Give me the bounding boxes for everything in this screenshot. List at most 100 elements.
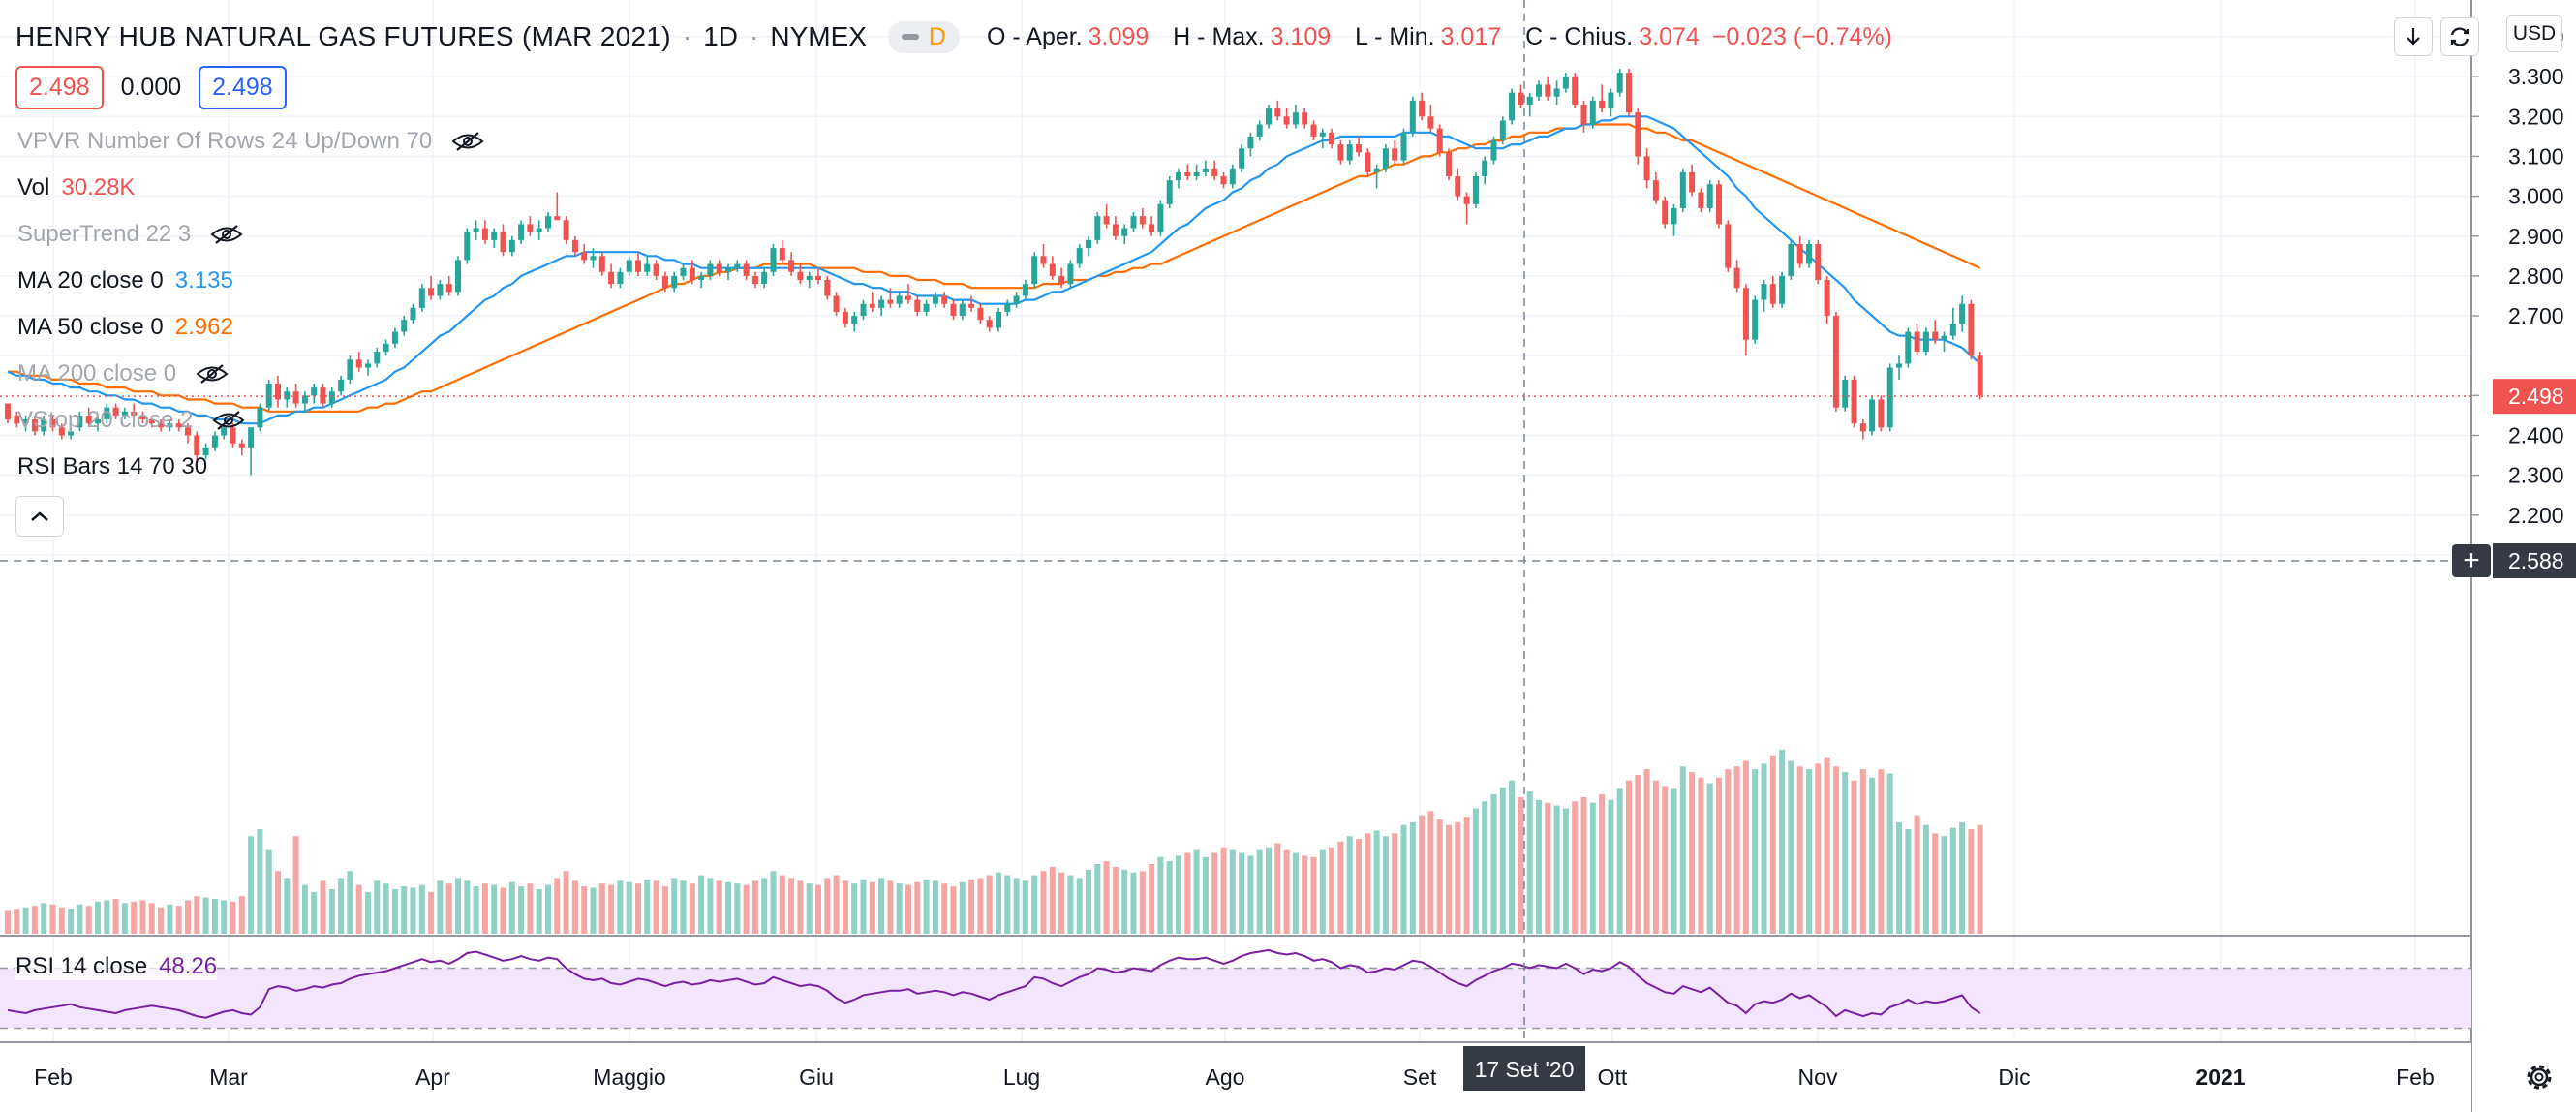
candle-body bbox=[121, 411, 128, 416]
volume-bar bbox=[806, 883, 813, 934]
time-tick-label: Ago bbox=[1206, 1065, 1245, 1090]
indicator-row[interactable]: VPVR Number Of Rows 24 Up/Down 70 bbox=[17, 128, 484, 155]
candle-body bbox=[1526, 96, 1533, 105]
candle-body bbox=[923, 303, 930, 312]
candle bbox=[923, 299, 930, 317]
volume-bar bbox=[563, 871, 569, 934]
volume-bar bbox=[851, 883, 858, 934]
candle-body bbox=[996, 311, 1001, 328]
candle-body bbox=[1851, 379, 1857, 424]
candle-body bbox=[1049, 263, 1056, 276]
candle bbox=[1049, 256, 1056, 281]
candle bbox=[1176, 168, 1181, 189]
source-pill[interactable]: D bbox=[887, 20, 960, 53]
volume-bar bbox=[923, 879, 930, 934]
candle-body bbox=[41, 419, 47, 432]
candle bbox=[1455, 168, 1461, 201]
volume-bar bbox=[1346, 836, 1353, 934]
candle-body bbox=[1076, 248, 1083, 264]
candle bbox=[968, 295, 975, 312]
volume-bar bbox=[608, 884, 615, 934]
eye-crossed-icon[interactable] bbox=[451, 131, 484, 152]
candle bbox=[1932, 320, 1939, 344]
candle-body bbox=[1742, 288, 1749, 340]
price-tick-label: 3.200 bbox=[2508, 104, 2564, 129]
candle bbox=[374, 347, 381, 368]
price-tick-label: 2.700 bbox=[2508, 303, 2564, 328]
eye-crossed-icon[interactable] bbox=[212, 410, 245, 431]
candle-body bbox=[860, 303, 867, 317]
candle bbox=[1662, 196, 1669, 229]
volume-bar bbox=[1922, 824, 1929, 934]
candle bbox=[1130, 212, 1137, 232]
candle bbox=[167, 419, 173, 432]
candle-body bbox=[1562, 77, 1569, 89]
candle-body bbox=[1806, 243, 1812, 264]
time-tick-label: 2021 bbox=[2195, 1065, 2245, 1090]
candle-body bbox=[194, 435, 200, 456]
candle-body bbox=[1419, 100, 1426, 117]
candle-body bbox=[1373, 168, 1380, 172]
candle bbox=[1842, 375, 1849, 412]
sell-price-box[interactable]: 2.498 bbox=[15, 66, 104, 109]
candle bbox=[1698, 188, 1704, 213]
interval-label[interactable]: 1D bbox=[703, 21, 739, 51]
eye-crossed-icon[interactable] bbox=[196, 363, 229, 385]
plus-icon[interactable]: + bbox=[2452, 544, 2491, 577]
volume-bar bbox=[1446, 824, 1452, 934]
volume-bar bbox=[590, 887, 597, 934]
indicator-row[interactable]: MA 200 close 0 bbox=[17, 360, 229, 387]
volume-bar bbox=[320, 880, 326, 934]
candle bbox=[1499, 116, 1506, 145]
indicator-row[interactable]: MA 50 close 0 2.962 bbox=[17, 314, 233, 341]
eye-crossed-icon[interactable] bbox=[210, 224, 243, 245]
volume-bar bbox=[1031, 875, 1038, 934]
volume-bar bbox=[284, 878, 291, 934]
crosshair-price-tag bbox=[2493, 543, 2576, 578]
gear-icon[interactable] bbox=[2520, 1058, 2559, 1097]
symbol-title[interactable]: HENRY HUB NATURAL GAS FUTURES (MAR 2021) bbox=[15, 21, 671, 51]
volume-bar bbox=[1733, 766, 1740, 934]
candle-body bbox=[635, 260, 641, 272]
indicator-label: MA 20 close 0 bbox=[17, 267, 164, 293]
candle bbox=[734, 260, 741, 272]
indicator-row[interactable]: SuperTrend 22 3 bbox=[17, 221, 243, 248]
volume-bar bbox=[292, 836, 299, 934]
buy-price-box[interactable]: 2.498 bbox=[199, 66, 287, 109]
scroll-to-latest-button[interactable] bbox=[2394, 17, 2433, 56]
candle bbox=[1671, 203, 1677, 236]
indicator-row[interactable]: MA 20 close 0 3.135 bbox=[17, 267, 233, 294]
candle-body bbox=[292, 391, 299, 404]
currency-button[interactable]: USD bbox=[2506, 15, 2562, 52]
indicator-label: VStop 20 close 2 bbox=[17, 407, 194, 433]
indicator-row[interactable]: Vol 30.28K bbox=[17, 174, 135, 201]
reset-chart-button[interactable] bbox=[2440, 17, 2479, 56]
candle-body bbox=[1662, 200, 1669, 225]
time-scale[interactable]: Feb Mar Apr Maggio Giu Lug Ago Set Ott Nov Dic 2021… bbox=[0, 1043, 2471, 1112]
volume-bar bbox=[1220, 847, 1227, 934]
volume-bar bbox=[950, 886, 957, 934]
candles[interactable] bbox=[0, 68, 2471, 476]
candle-body bbox=[1229, 168, 1236, 185]
candle-body bbox=[148, 419, 155, 424]
candle bbox=[571, 235, 578, 257]
indicator-row[interactable]: VStop 20 close 2 bbox=[17, 407, 245, 434]
candle-body bbox=[598, 256, 605, 272]
volume-bar bbox=[1959, 821, 1966, 934]
volume-bar bbox=[301, 884, 308, 934]
last-price-tag bbox=[2493, 379, 2576, 415]
candle-body bbox=[1643, 156, 1650, 181]
candle bbox=[896, 292, 903, 308]
volume-bar bbox=[1310, 856, 1317, 934]
candle bbox=[707, 260, 714, 281]
candle-body bbox=[49, 419, 56, 428]
candle-body bbox=[328, 391, 335, 404]
volume-bar bbox=[996, 872, 1001, 934]
collapse-legend-button[interactable] bbox=[15, 496, 64, 537]
candle bbox=[698, 271, 705, 289]
volume-bar bbox=[355, 884, 362, 934]
indicator-row[interactable]: RSI Bars 14 70 30 bbox=[17, 453, 207, 480]
candle-body bbox=[725, 267, 731, 272]
volume-bar bbox=[1886, 773, 1893, 934]
